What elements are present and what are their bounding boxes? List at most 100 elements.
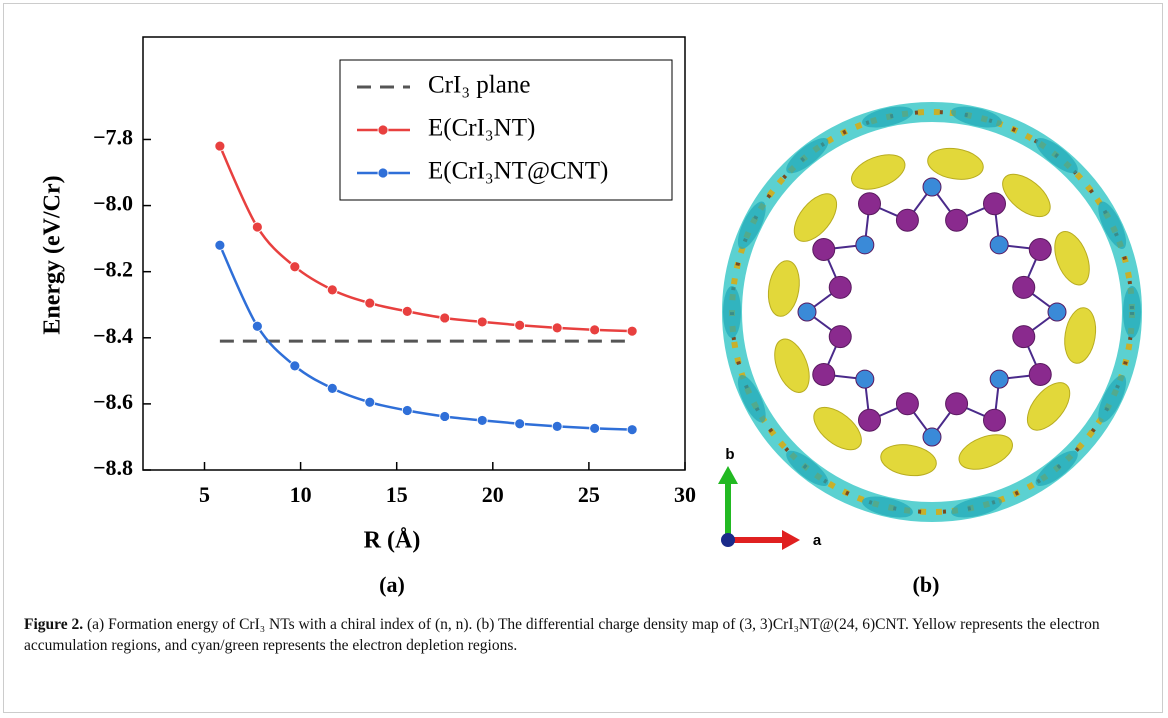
y-tick-label: −8.0 (93, 191, 133, 216)
accumulation-blob (1064, 307, 1097, 364)
accumulation-blob (1026, 382, 1071, 431)
accumulation-blob (774, 338, 810, 393)
arrow-head (782, 530, 800, 550)
data-point (364, 297, 376, 309)
data-point (626, 325, 638, 337)
chromium-atom (855, 235, 875, 255)
x-tick-label: 20 (482, 482, 504, 507)
data-point (326, 284, 338, 296)
accumulation-blob (927, 147, 984, 180)
caption-label: Figure 2. (24, 616, 84, 633)
iodine-atom (1012, 275, 1036, 299)
depletion-blob (1123, 286, 1141, 338)
x-tick-label: 25 (578, 482, 600, 507)
iodine-atom (945, 392, 969, 416)
depletion-blob (786, 137, 829, 174)
series-line (218, 244, 633, 431)
iodine-atom (1012, 325, 1036, 349)
data-point (214, 239, 226, 251)
depletion-blob (786, 450, 829, 487)
panel-label: (a) (379, 572, 405, 597)
charge-density-map (722, 102, 1142, 522)
chromium-atom (797, 302, 817, 322)
data-point (251, 221, 263, 233)
accumulation-blob (813, 406, 862, 451)
data-point (364, 396, 376, 408)
data-point (589, 324, 601, 336)
depletion-blob (951, 496, 1002, 518)
depletion-blob (1035, 450, 1078, 487)
plot-frame (142, 36, 686, 471)
legend-label: E(CrI₃NT@CNT) (428, 158, 608, 185)
chromium-atom (989, 369, 1009, 389)
data-point (551, 322, 563, 334)
y-tick-label: −8.6 (93, 389, 133, 414)
iodine-atom (812, 238, 836, 261)
depletion-blob (951, 106, 1002, 128)
data-point (401, 405, 413, 416)
data-point (551, 420, 563, 432)
depletion-blob (737, 375, 766, 423)
depletion-blob (862, 106, 913, 128)
chromium-atom (922, 427, 942, 447)
iodine-atom (858, 192, 881, 216)
y-tick-label: −7.8 (93, 125, 133, 150)
iodine-atom (858, 408, 881, 432)
legend-label: E(CrI₃NT) (428, 115, 535, 142)
accumulation-blob (1002, 173, 1051, 218)
iodine-atom (895, 392, 919, 416)
legend-label: CrI₃ plane (428, 72, 530, 99)
x-tick-label: 10 (290, 482, 312, 507)
depletion-blob (1098, 375, 1127, 423)
legend-marker (377, 124, 389, 136)
depletion-blob (737, 201, 766, 249)
data-point (476, 316, 488, 328)
figure: Energy (eV/Cr) R (Å) (a) (b) b a 5 10 15 20… (40, 36, 1142, 597)
depletion-blob (1035, 137, 1078, 174)
data-point (401, 305, 413, 317)
accumulation-blob (767, 260, 800, 317)
data-point (476, 415, 488, 426)
figure-frame (3, 3, 1163, 713)
x-tick-label: 5 (199, 482, 210, 507)
axis-indicator: b a (718, 446, 822, 550)
iodine-atom (812, 363, 836, 386)
data-point (439, 312, 451, 324)
depletion-blob (1098, 201, 1127, 249)
data-point (214, 140, 226, 152)
x-tick-label: 15 (386, 482, 408, 507)
legend-marker (377, 167, 389, 179)
axis-origin (721, 533, 735, 547)
iodine-atom (1028, 363, 1052, 386)
axis-label: a (813, 532, 822, 549)
accumulation-blob (793, 193, 838, 242)
data-point (289, 261, 301, 273)
iodine-atom (1028, 238, 1052, 261)
data-point (514, 319, 526, 331)
y-axis-title: Energy (eV/Cr) (40, 175, 66, 334)
iodine-atom (895, 208, 919, 232)
data-point (589, 422, 601, 434)
chromium-atom (855, 369, 875, 389)
y-tick-label: −8.4 (93, 323, 133, 348)
accumulation-blob (880, 444, 937, 477)
data-point (289, 360, 301, 372)
chromium-atom (989, 235, 1009, 255)
data-point (514, 418, 526, 430)
data-point (251, 320, 263, 332)
accumulation-blob (958, 434, 1013, 470)
data-point (626, 424, 638, 436)
iodine-atom (828, 325, 852, 349)
iodine-atom (983, 192, 1006, 216)
accumulation-blob (1054, 231, 1090, 286)
bonds (805, 185, 1059, 439)
x-axis-title: R (Å) (364, 528, 421, 554)
caption: Figure 2. (a) Formation energy of CrI₃ N… (24, 614, 1134, 656)
chromium-atom (1047, 302, 1067, 322)
arrow-head (718, 466, 738, 484)
panel-label: (b) (913, 572, 940, 597)
y-tick-label: −8.2 (93, 257, 133, 282)
data-point (439, 411, 451, 422)
accumulation-blob (851, 154, 906, 190)
